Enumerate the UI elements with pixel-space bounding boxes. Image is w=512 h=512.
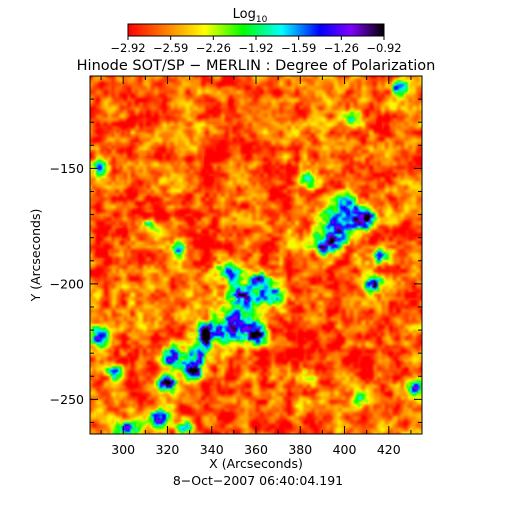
x-axis: 300 320 340 360 380 400 420 — [100, 76, 412, 457]
colorbar-tick-label: −1.59 — [281, 41, 316, 55]
y-axis: −150 −200 −250 — [50, 75, 422, 423]
x-tick-label: 300 — [111, 442, 135, 457]
x-tick-label: 320 — [156, 442, 180, 457]
y-axis-label: Y (Arcseconds) — [28, 209, 43, 303]
x-tick-label: 340 — [200, 442, 224, 457]
x-tick-label: 420 — [377, 442, 401, 457]
colorbar-tick-label: −0.92 — [366, 41, 401, 55]
x-axis-label: X (Arcseconds) — [209, 456, 303, 471]
y-tick-label: −150 — [50, 161, 84, 176]
colorbar-tick-label: −1.26 — [324, 41, 359, 55]
chart-title: Hinode SOT/SP − MERLIN : Degree of Polar… — [77, 58, 436, 74]
colorbar — [127, 23, 385, 37]
colorbar-tick-label: −2.59 — [153, 41, 188, 55]
heatmap-image — [90, 76, 422, 434]
colorbar-tick-label: −2.26 — [196, 41, 231, 55]
colorbar-label: Log10 — [233, 7, 268, 25]
x-tick-label: 400 — [333, 442, 357, 457]
x-tick-label: 360 — [244, 442, 268, 457]
observation-timestamp: 8−Oct−2007 06:40:04.191 — [173, 473, 343, 488]
y-tick-label: −250 — [50, 392, 84, 407]
x-tick-label: 380 — [288, 442, 312, 457]
colorbar-tick-label: −2.92 — [110, 41, 145, 55]
colorbar-tick-label: −1.92 — [238, 41, 273, 55]
y-tick-label: −200 — [50, 276, 84, 291]
colorbar-ticks: −2.92 −2.59 −2.26 −1.92 −1.59 −1.26 −0.92 — [110, 36, 402, 55]
